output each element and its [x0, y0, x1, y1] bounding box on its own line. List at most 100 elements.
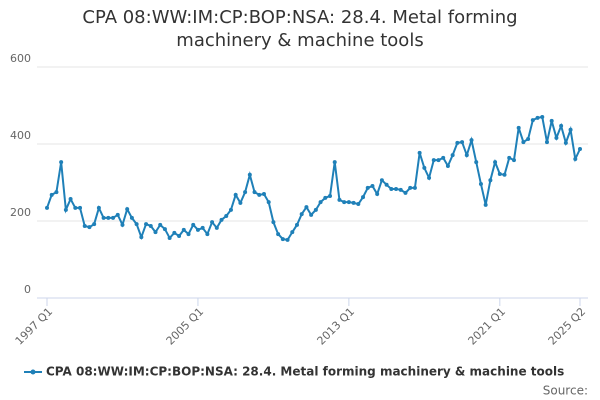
point	[195, 227, 200, 232]
point	[460, 140, 465, 145]
point	[158, 222, 163, 227]
point	[578, 147, 582, 152]
point	[535, 115, 540, 120]
point	[177, 234, 182, 239]
point	[228, 207, 233, 212]
point	[450, 153, 455, 158]
point	[337, 197, 342, 202]
point	[379, 178, 384, 183]
x-tick-label: 2021 Q1	[466, 305, 509, 348]
point	[73, 205, 78, 210]
point	[318, 200, 323, 205]
point	[403, 190, 408, 195]
legend-label: CPA 08:WW:IM:CP:BOP:NSA: 28.4. Metal for…	[46, 365, 564, 379]
point	[394, 187, 399, 192]
point	[516, 125, 521, 130]
point	[483, 202, 488, 207]
point	[502, 172, 507, 177]
point	[427, 175, 432, 180]
point	[200, 225, 205, 230]
point	[181, 227, 186, 232]
point	[172, 230, 177, 235]
point	[290, 230, 295, 235]
point	[92, 222, 97, 227]
point	[63, 207, 68, 212]
point	[436, 158, 441, 163]
point	[139, 235, 144, 240]
legend-marker	[30, 369, 36, 375]
point	[82, 224, 87, 229]
source: Source:	[543, 384, 588, 398]
point	[49, 192, 54, 197]
point	[276, 232, 281, 237]
point	[167, 235, 172, 240]
point	[115, 212, 120, 217]
point	[375, 192, 380, 197]
point	[129, 215, 134, 220]
point	[271, 220, 276, 225]
point	[511, 158, 516, 163]
point	[153, 230, 158, 235]
point	[299, 212, 304, 217]
point	[384, 182, 389, 187]
point	[210, 220, 215, 225]
point	[540, 115, 545, 120]
y-tick-label: 600	[10, 52, 31, 65]
point	[342, 200, 347, 205]
point	[294, 222, 299, 227]
point	[526, 136, 531, 141]
point	[521, 140, 526, 145]
point	[356, 202, 361, 207]
point	[59, 160, 64, 165]
point	[219, 217, 224, 222]
point	[205, 232, 210, 237]
point	[554, 135, 559, 140]
point	[111, 215, 116, 220]
point	[530, 118, 535, 123]
point	[96, 205, 101, 210]
point	[493, 160, 498, 165]
point	[125, 207, 130, 212]
point	[252, 190, 257, 195]
point	[148, 224, 153, 229]
point	[507, 155, 512, 160]
y-tick-label: 0	[24, 283, 31, 296]
point	[68, 197, 73, 202]
point	[464, 153, 469, 158]
point	[243, 190, 248, 195]
point	[549, 118, 554, 123]
point	[238, 200, 243, 205]
point	[162, 227, 167, 232]
point	[54, 190, 59, 195]
point	[445, 163, 450, 168]
point	[361, 195, 366, 200]
y-tick-label: 200	[10, 206, 31, 219]
point	[323, 195, 328, 200]
point	[474, 160, 479, 165]
point	[488, 178, 493, 183]
point	[247, 172, 252, 177]
point	[568, 127, 573, 132]
point	[134, 222, 139, 227]
x-tick-label: 2005 Q1	[164, 305, 207, 348]
point	[389, 187, 394, 192]
point	[328, 193, 333, 198]
point	[309, 212, 314, 217]
point	[214, 225, 219, 230]
point	[544, 140, 549, 145]
point	[398, 187, 403, 192]
point	[417, 150, 422, 155]
point	[422, 165, 427, 170]
point	[563, 140, 568, 145]
point	[45, 205, 49, 210]
point	[144, 222, 149, 227]
point	[497, 172, 502, 177]
point	[559, 123, 564, 128]
point	[257, 192, 262, 197]
point	[408, 185, 413, 190]
point	[365, 185, 370, 190]
point	[332, 160, 337, 165]
point	[573, 157, 578, 162]
